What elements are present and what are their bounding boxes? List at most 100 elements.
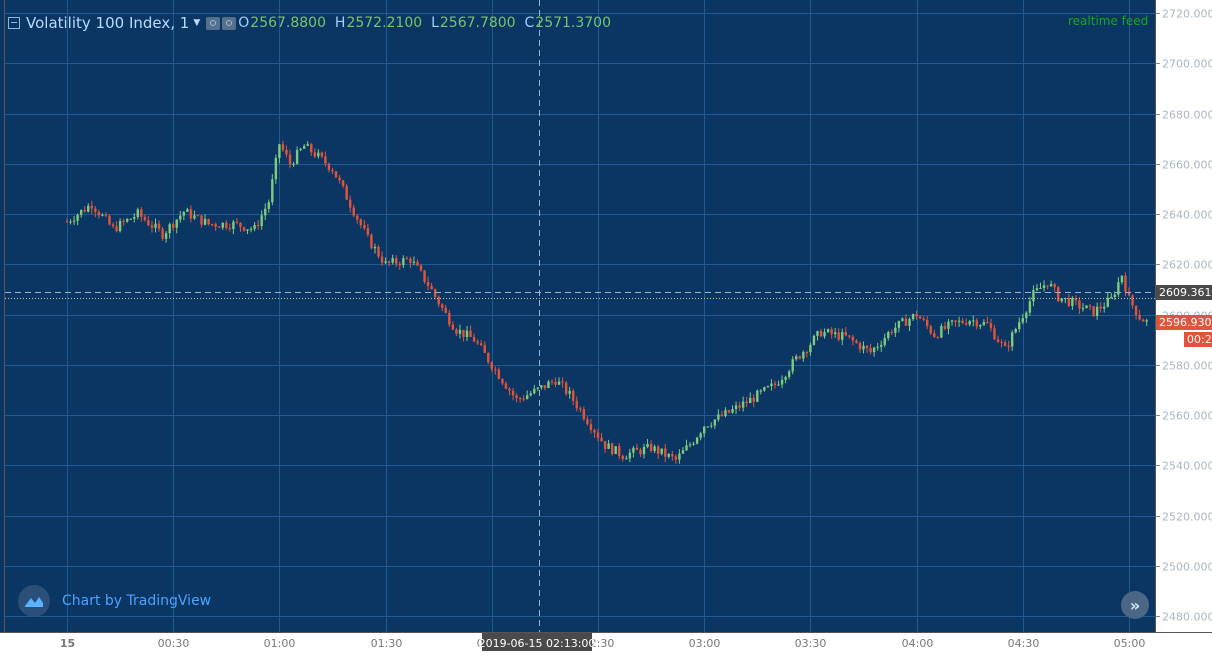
candle-up (133, 217, 136, 219)
candle-up (685, 445, 688, 451)
candle-up (756, 390, 759, 402)
close-label: C (524, 15, 535, 31)
realtime-feed-label: realtime feed (1068, 14, 1149, 28)
candle-up (968, 321, 971, 325)
candle-up (175, 219, 178, 228)
candle-up (568, 390, 571, 394)
candle-up (540, 385, 543, 388)
candle-down (851, 336, 855, 341)
candle-up (646, 443, 649, 447)
candle-down (915, 314, 918, 317)
candle-up (897, 320, 901, 328)
candle-down (331, 169, 334, 172)
candle-down (143, 216, 147, 221)
candle-down (996, 339, 1000, 343)
candle-up (894, 327, 897, 333)
price-tick-label: 2540.0000 (1162, 460, 1212, 473)
candle-down (575, 400, 578, 409)
collapse-legend-icon[interactable] (8, 17, 20, 29)
candle-up (1095, 306, 1099, 316)
candle-up (625, 458, 628, 460)
candle-down (122, 220, 125, 222)
candle-up (1035, 288, 1039, 291)
chart-by-tradingview-link[interactable]: Chart by TradingView (62, 593, 212, 609)
candle-down (674, 456, 678, 460)
candle-down (1134, 305, 1138, 316)
candle-up (1071, 298, 1074, 306)
countdown-label: 00:28 (1187, 333, 1212, 346)
candle-down (922, 318, 925, 320)
candle-up (816, 331, 819, 336)
candle-up (232, 221, 235, 229)
tradingview-logo-icon[interactable] (18, 585, 50, 617)
candle-down (441, 304, 444, 308)
candle-down (444, 307, 447, 313)
symbol-title[interactable]: Volatility 100 Index, 1 (26, 14, 190, 32)
candle-up (1042, 285, 1046, 289)
candle-down (108, 215, 111, 225)
candle-down (1046, 285, 1049, 287)
candle-up (1010, 332, 1014, 347)
candle-down (370, 234, 373, 249)
candle-down (635, 447, 639, 450)
candle-up (724, 410, 727, 417)
candle-up (101, 214, 104, 216)
candle-down (349, 199, 352, 208)
candle-up (833, 332, 837, 335)
settings-icon[interactable] (206, 16, 221, 30)
candle-down (1092, 306, 1095, 316)
candle-up (911, 314, 915, 320)
candle-up (118, 220, 122, 232)
candle-down (196, 215, 200, 217)
candle-down (1131, 295, 1134, 306)
candle-up (678, 453, 681, 460)
candle-up (1110, 296, 1113, 298)
candle-down (943, 325, 947, 329)
price-tick-label: 2680.0000 (1162, 109, 1212, 122)
crosshair-price-label: 2609.3613 (1159, 286, 1212, 299)
chevron-down-icon[interactable]: ▼ (193, 18, 201, 28)
candle-up (632, 447, 635, 453)
candle-down (256, 224, 260, 226)
hide-series-icon[interactable] (222, 16, 237, 30)
candle-up (713, 419, 717, 426)
candle-down (210, 224, 214, 226)
candle-down (830, 329, 833, 335)
candle-down (865, 345, 869, 349)
candle-down (472, 336, 476, 342)
candle-down (363, 225, 366, 229)
candle-up (179, 215, 182, 220)
candle-up (271, 179, 274, 203)
candle-down (918, 316, 922, 319)
candle-down (904, 318, 908, 326)
candle-down (398, 263, 401, 266)
candle-down (1099, 306, 1102, 309)
candle-up (653, 446, 656, 451)
candle-down (936, 337, 940, 339)
candle-down (94, 208, 97, 212)
candle-down (855, 340, 858, 343)
candle-down (405, 258, 409, 260)
low-value: 2567.7800 (439, 15, 516, 31)
candle-up (784, 376, 787, 380)
tradingview-branding[interactable]: Chart by TradingView (18, 585, 211, 617)
candle-up (1014, 328, 1017, 333)
candle-up (741, 401, 745, 408)
candle-up (1145, 320, 1148, 322)
candle-up (823, 332, 826, 337)
candle-up (982, 321, 986, 326)
candle-down (327, 163, 331, 170)
candle-up (809, 344, 812, 353)
time-axis-background[interactable] (0, 632, 1212, 651)
candle-up (901, 318, 904, 321)
candle-down (798, 356, 801, 359)
candle-up (695, 437, 699, 444)
candle-down (1078, 300, 1081, 309)
candle-down (423, 270, 426, 282)
scroll-to-realtime-button[interactable]: » (1121, 591, 1149, 619)
candle-up (246, 229, 249, 231)
time-tick-label: 05:00 (1114, 637, 1146, 650)
candle-up (699, 433, 702, 438)
